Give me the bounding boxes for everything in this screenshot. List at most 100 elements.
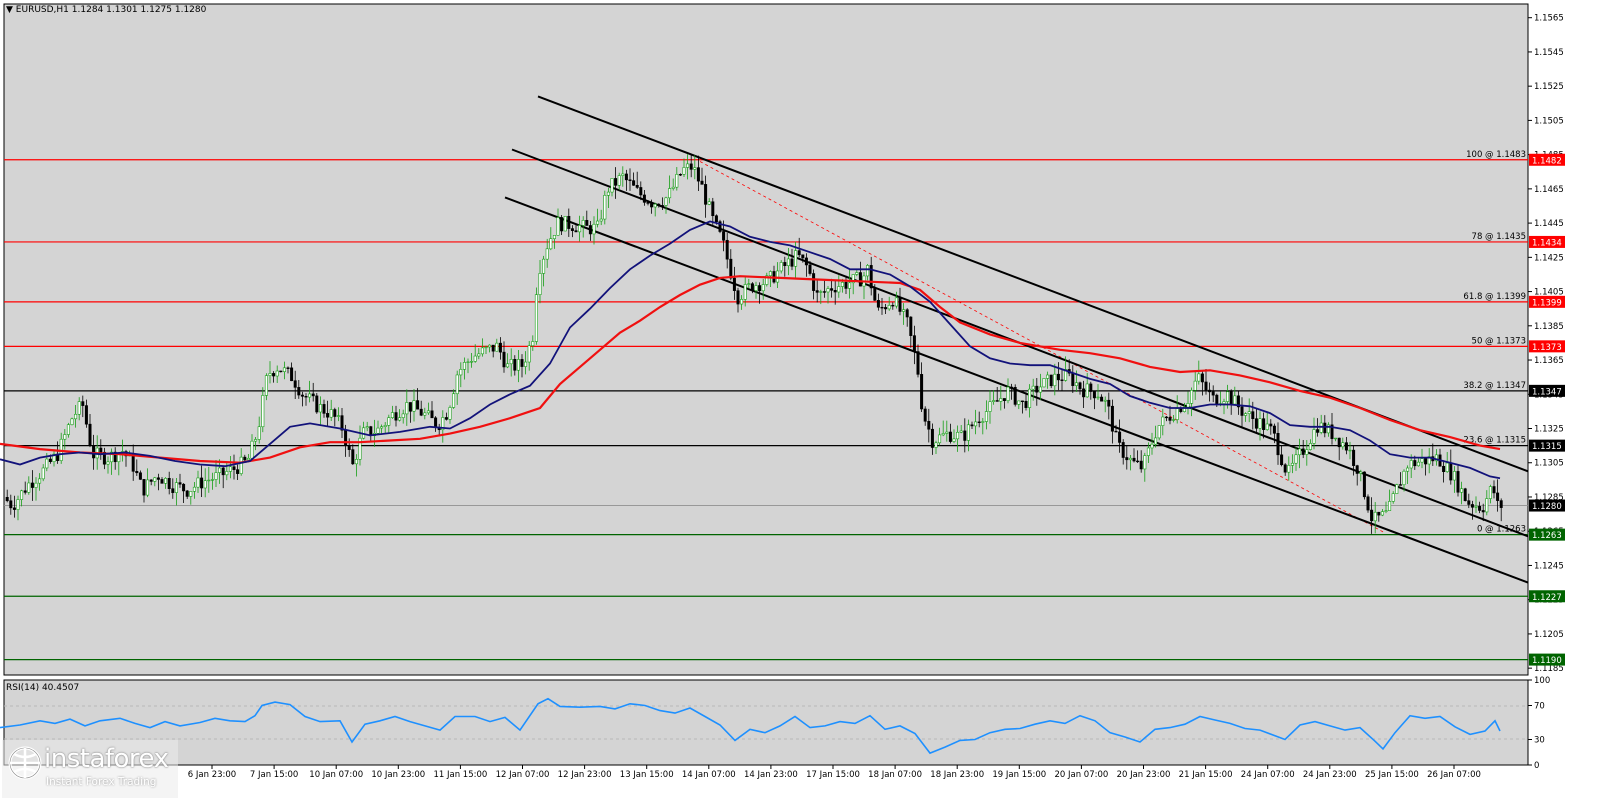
candle-body [1118, 431, 1122, 443]
candle-body [974, 421, 978, 427]
candle-body [725, 239, 729, 260]
candle-body [1110, 405, 1114, 432]
candle-body [63, 434, 67, 440]
candle-body [441, 417, 445, 431]
moving-average-fast [0, 220, 1501, 480]
rsi-panel[interactable] [3, 679, 1529, 766]
candle-body [264, 375, 268, 396]
candle-body [977, 421, 981, 423]
candle-body [1416, 461, 1420, 467]
candle-body [574, 230, 578, 233]
candle-body [1298, 448, 1302, 456]
candle-body [902, 309, 906, 312]
candle-body [1092, 391, 1096, 399]
candle-body [527, 345, 531, 363]
candle-body [444, 417, 448, 420]
candle-body [81, 401, 85, 406]
candle-body [1330, 424, 1334, 439]
candle-body [1211, 391, 1215, 396]
candle-body [1208, 389, 1212, 393]
candle-body [167, 477, 171, 489]
price-tag-label: 1.1482 [1532, 156, 1562, 166]
candle-body [1406, 467, 1410, 472]
x-tick-label: 19 Jan 15:00 [992, 770, 1046, 780]
candle-body [617, 175, 621, 186]
candle-body [801, 254, 805, 259]
candle-body [1085, 383, 1089, 398]
candle-body [113, 451, 117, 463]
candle-body [1074, 382, 1078, 386]
candle-body [1496, 492, 1500, 501]
y-tick-label: 1.1365 [1534, 356, 1564, 366]
fib-level-label: 100 @ 1.1483 [1466, 150, 1526, 160]
moving-average-slow [0, 275, 1501, 464]
candle-body [1402, 470, 1406, 486]
candle-body [635, 185, 639, 188]
candle-body [1128, 457, 1132, 461]
price-tag-label: 1.1434 [1532, 238, 1562, 248]
rsi-line [0, 697, 1501, 755]
candle-body [1089, 383, 1093, 392]
candle-body [300, 394, 304, 397]
candle-body [434, 417, 438, 428]
y-tick-label: 1.1545 [1534, 48, 1564, 58]
candle-body [610, 178, 614, 193]
candle-body [200, 477, 204, 489]
x-tick-label: 12 Jan 07:00 [496, 770, 550, 780]
candle-body [315, 395, 319, 413]
candle-body [513, 358, 517, 371]
candle-body [1042, 378, 1046, 388]
candle-body [1240, 406, 1244, 416]
candle-body [840, 282, 844, 287]
candle-body [588, 225, 592, 235]
candle-body [38, 478, 42, 484]
candle-body [1060, 379, 1064, 381]
fib-level-label: 78 @ 1.1435 [1472, 232, 1526, 242]
candle-body [491, 344, 495, 352]
candle-body [779, 262, 783, 272]
candle-body [855, 272, 859, 275]
candle-body [477, 353, 481, 357]
candle-body [1380, 511, 1384, 516]
candle-body [401, 413, 405, 418]
candle-body [311, 393, 315, 397]
candle-body [1204, 381, 1208, 391]
candle-body [1258, 418, 1262, 429]
candle-body [797, 250, 801, 256]
candle-body [707, 201, 711, 205]
candle-body [1172, 419, 1176, 421]
candle-body [189, 491, 193, 497]
y-tick-label: 1.1405 [1534, 288, 1564, 298]
candle-body [1319, 422, 1323, 433]
candle-body [448, 407, 452, 420]
candle-body [750, 283, 754, 291]
candle-body [1013, 387, 1017, 405]
candle-body [722, 231, 726, 241]
candle-body [1359, 471, 1363, 474]
candle-body [776, 270, 780, 283]
candle-body [390, 412, 394, 418]
candle-body [880, 306, 884, 309]
candle-body [74, 413, 78, 420]
candle-body [1373, 511, 1377, 522]
candle-body [812, 273, 816, 291]
y-tick-label: 1.1385 [1534, 322, 1564, 332]
candle-body [646, 202, 650, 204]
candle-body [657, 203, 661, 206]
main-panel[interactable] [3, 3, 1529, 676]
candle-body [898, 297, 902, 312]
candle-body [1244, 413, 1248, 416]
candle-body [1229, 391, 1233, 405]
candle-body [858, 272, 862, 287]
candle-body [912, 335, 916, 352]
price-tag [1529, 340, 1565, 353]
candle-body [995, 400, 999, 402]
triangle-down-icon[interactable]: ▼ [6, 5, 13, 15]
candle-body [452, 393, 456, 408]
x-tick-label: 14 Jan 23:00 [744, 770, 798, 780]
candle-body [1139, 460, 1143, 470]
candle-body [268, 373, 272, 376]
candle-body [621, 173, 625, 176]
